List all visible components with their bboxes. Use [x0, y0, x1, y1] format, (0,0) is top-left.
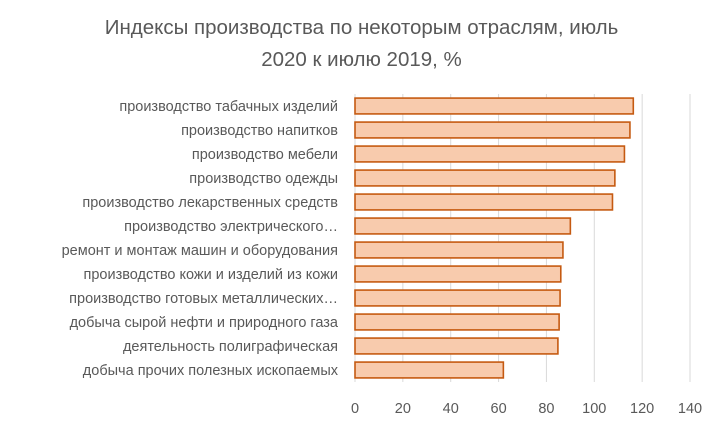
bar [354, 265, 562, 283]
bar [354, 121, 631, 139]
category-label: производство мебели [192, 147, 338, 163]
category-label: ремонт и монтаж машин и оборудования [62, 243, 338, 259]
x-tick-label: 40 [443, 401, 459, 417]
x-tick-label: 100 [582, 401, 606, 417]
x-tick-label: 20 [395, 401, 411, 417]
bar [354, 313, 560, 331]
category-label: деятельность полиграфическая [123, 339, 338, 355]
chart-title: Индексы производства по некоторым отрасл… [0, 12, 723, 76]
category-label: добыча сырой нефти и природного газа [70, 315, 339, 331]
category-labels: производство табачных изделий производств… [62, 99, 339, 379]
x-tick-label: 140 [678, 401, 702, 417]
bar [354, 361, 505, 379]
x-tick-label: 0 [351, 401, 359, 417]
x-tick-label: 120 [630, 401, 654, 417]
bar [354, 169, 616, 187]
category-label: производство готовых металлических… [69, 291, 338, 307]
gridlines [354, 94, 691, 382]
bar [354, 145, 626, 163]
chart-title-line-1: Индексы производства по некоторым отрасл… [104, 16, 619, 39]
bar [354, 241, 564, 259]
bar [354, 217, 572, 235]
category-label: производство кожи и изделий из кожи [83, 267, 338, 283]
x-tick-label: 60 [491, 401, 507, 417]
bar [354, 97, 635, 115]
category-label: производство табачных изделий [119, 99, 338, 115]
bar [354, 193, 614, 211]
x-tick-labels: 0 20 40 60 80 100 120 140 [351, 401, 702, 417]
bars [354, 97, 635, 379]
category-label: добыча прочих полезных ископаемых [83, 363, 339, 379]
category-label: производство напитков [181, 123, 338, 139]
category-label: производство одежды [189, 171, 338, 187]
x-tick-label: 80 [538, 401, 554, 417]
bar [354, 337, 559, 355]
chart-title-line-2: 2020 к июлю 2019, % [261, 48, 462, 71]
bar [354, 289, 561, 307]
category-label: производство электрического… [124, 219, 338, 235]
category-label: производство лекарственных средств [82, 195, 338, 211]
